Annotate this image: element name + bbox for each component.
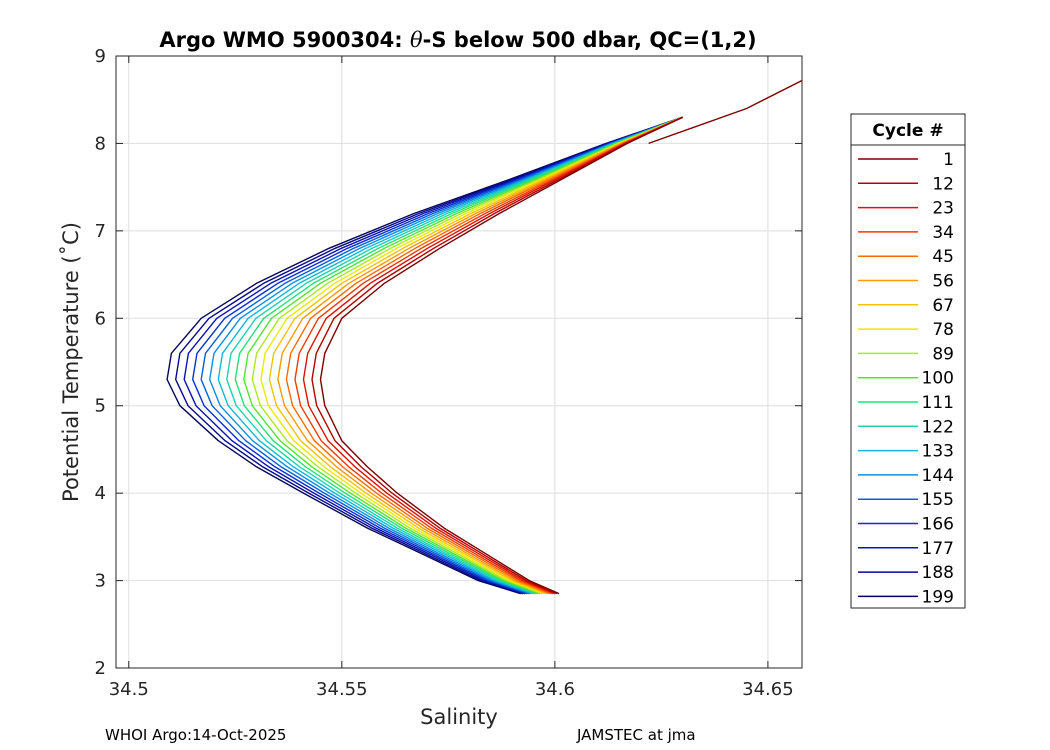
profile-line-cycle-1 bbox=[319, 116, 683, 595]
profile-line-cycle-67 bbox=[268, 116, 683, 595]
profile-line-extra bbox=[648, 79, 803, 145]
profile-line-cycle-133 bbox=[217, 116, 683, 595]
chart-title: Argo WMO 5900304: θ-S below 500 dbar, QC… bbox=[159, 28, 756, 52]
profile-line-cycle-199 bbox=[166, 116, 683, 595]
x-axis-label: Salinity bbox=[420, 705, 498, 729]
y-tick-label: 5 bbox=[95, 396, 106, 417]
y-tick-labels: 2 3 4 5 6 7 8 9 bbox=[95, 46, 106, 679]
legend-label-cycle-78: 78 bbox=[932, 320, 954, 340]
legend-label-cycle-177: 177 bbox=[922, 539, 954, 559]
legend-label-cycle-56: 56 bbox=[932, 272, 954, 292]
legend-label-cycle-23: 23 bbox=[932, 199, 954, 219]
x-tick-label: 34.55 bbox=[316, 679, 368, 700]
legend-label-cycle-188: 188 bbox=[922, 563, 954, 583]
plot-area bbox=[116, 56, 802, 668]
x-tick-label: 34.5 bbox=[109, 679, 149, 700]
profile-line-cycle-144 bbox=[208, 116, 683, 595]
legend: Cycle # 1 12 23 34 45 56 67 78 89 100 111 122 133 144… bbox=[850, 113, 966, 609]
legend-label-cycle-122: 122 bbox=[922, 417, 954, 437]
profile-line-cycle-166 bbox=[191, 116, 683, 595]
legend-label-cycle-166: 166 bbox=[922, 515, 954, 535]
legend-label-cycle-34: 34 bbox=[932, 223, 954, 243]
profile-line-cycle-34 bbox=[294, 116, 683, 595]
profile-line-cycle-12 bbox=[311, 116, 683, 595]
y-tick-label: 4 bbox=[95, 483, 106, 504]
y-tick-label: 7 bbox=[95, 221, 106, 242]
profile-line-cycle-188 bbox=[174, 116, 683, 595]
profile-line-cycle-122 bbox=[226, 116, 683, 595]
legend-title: Cycle # bbox=[872, 121, 943, 141]
profile-line-cycle-100 bbox=[243, 116, 683, 595]
legend-label-cycle-144: 144 bbox=[922, 466, 954, 486]
footer-left-text: WHOI Argo:14-Oct-2025 bbox=[105, 726, 287, 744]
legend-label-cycle-155: 155 bbox=[922, 490, 954, 510]
x-tick-labels: 34.5 34.55 34.6 34.65 bbox=[109, 679, 794, 700]
profile-line-cycle-45 bbox=[285, 116, 683, 595]
footer-right-text: JAMSTEC at jma bbox=[577, 726, 696, 744]
y-tick-label: 2 bbox=[95, 658, 106, 679]
y-tick-label: 6 bbox=[95, 308, 106, 329]
legend-label-cycle-100: 100 bbox=[922, 369, 954, 389]
legend-label-cycle-133: 133 bbox=[922, 442, 954, 462]
legend-entries: 1 12 23 34 45 56 67 78 89 100 111 122 133 144 155 166 17… bbox=[858, 150, 954, 607]
plot-frame bbox=[115, 55, 803, 669]
y-axis-label: Potential Temperature (˚C) bbox=[59, 222, 83, 502]
legend-box bbox=[850, 113, 966, 609]
profile-lines bbox=[166, 79, 803, 595]
legend-label-cycle-67: 67 bbox=[932, 296, 954, 316]
x-tick-label: 34.6 bbox=[535, 679, 575, 700]
legend-label-cycle-111: 111 bbox=[922, 393, 954, 413]
y-tick-label: 3 bbox=[95, 571, 106, 592]
profile-line-cycle-78 bbox=[260, 116, 683, 595]
profile-line-cycle-177 bbox=[183, 116, 683, 595]
x-tick-label: 34.65 bbox=[742, 679, 794, 700]
profile-line-cycle-56 bbox=[277, 116, 683, 595]
legend-label-cycle-1: 1 bbox=[943, 150, 954, 170]
legend-label-cycle-45: 45 bbox=[932, 247, 954, 267]
legend-label-cycle-12: 12 bbox=[932, 174, 954, 194]
profile-line-cycle-111 bbox=[234, 116, 683, 595]
chart-title-prefix: Argo WMO 5900304: bbox=[159, 28, 410, 52]
axis-ticks bbox=[116, 55, 802, 669]
profile-line-cycle-23 bbox=[302, 116, 683, 595]
legend-label-cycle-89: 89 bbox=[932, 344, 954, 364]
profile-line-cycle-89 bbox=[251, 116, 683, 595]
chart-title-suffix: -S below 500 dbar, QC=(1,2) bbox=[423, 28, 757, 52]
legend-label-cycle-199: 199 bbox=[922, 587, 954, 607]
chart-title-theta: θ bbox=[410, 28, 423, 52]
profile-line-cycle-155 bbox=[200, 116, 683, 595]
y-tick-label: 9 bbox=[95, 46, 106, 67]
y-tick-label: 8 bbox=[95, 133, 106, 154]
